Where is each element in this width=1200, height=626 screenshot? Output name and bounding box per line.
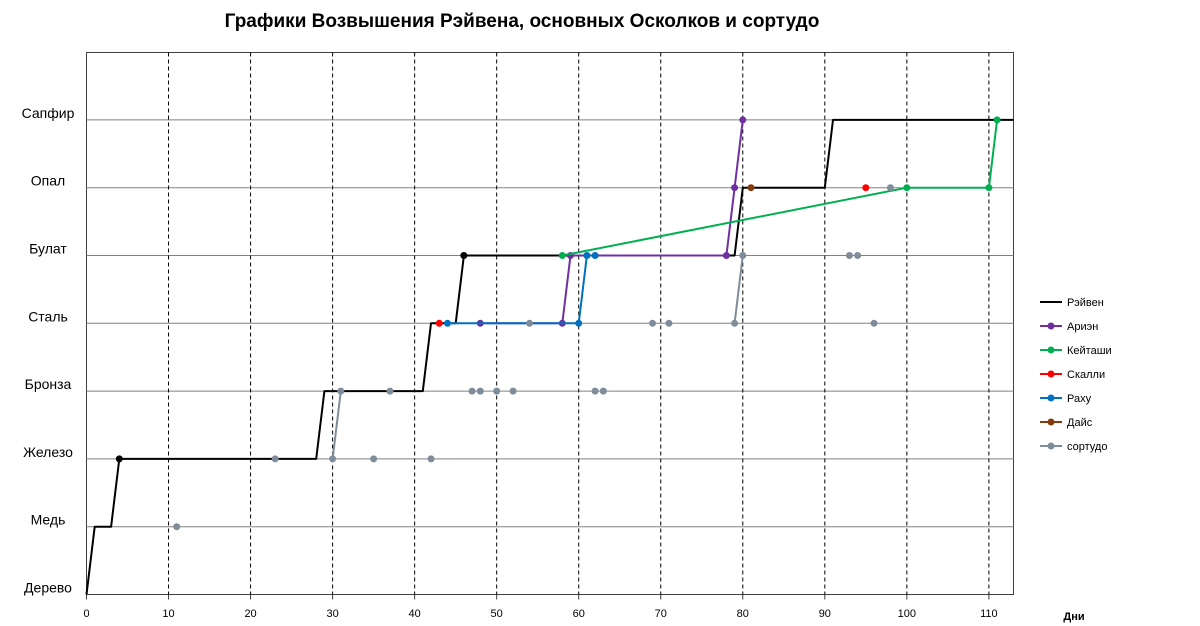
legend-swatch-marker bbox=[1047, 418, 1055, 426]
legend-item: Дайс bbox=[1040, 417, 1093, 429]
series-Скалли-point bbox=[862, 184, 870, 192]
series-сортудо-point bbox=[845, 252, 853, 259]
x-tick-label: 50 bbox=[491, 608, 503, 620]
series-Рэйвен-point bbox=[115, 455, 123, 463]
legend-swatch-marker bbox=[1047, 346, 1055, 354]
legend-swatch-marker bbox=[1047, 370, 1055, 378]
x-axis-ticks: 0 10 20 30 40 50 60 70 80 90 100 110 bbox=[83, 594, 998, 620]
legend-item: Ариэн bbox=[1040, 321, 1098, 333]
chart-title: Графики Возвышения Рэйвена, основных Оск… bbox=[225, 11, 820, 32]
legend-swatch-marker bbox=[1047, 442, 1055, 450]
series-сортудо-point bbox=[739, 252, 747, 259]
y-axis-ticks: Дерево Медь Железо Бронза Сталь Булат Опал Сапф… bbox=[22, 105, 75, 596]
series-сортудо-point bbox=[271, 455, 279, 463]
series-сортудо-point bbox=[649, 319, 657, 327]
series-сортудо-point bbox=[493, 387, 501, 395]
x-axis-label: Дни bbox=[1063, 611, 1084, 623]
series-Раху-point bbox=[591, 252, 599, 259]
legend: Рэйвен Ариэн Кейташи Скалли Раху Дайс сортудо bbox=[1040, 297, 1112, 453]
series-Ариэн-point bbox=[739, 116, 747, 124]
legend-item: Кейташи bbox=[1040, 345, 1112, 357]
series-сортудо-point bbox=[870, 319, 878, 327]
x-tick-label: 90 bbox=[819, 608, 831, 620]
x-tick-label: 30 bbox=[326, 608, 338, 620]
x-tick-label: 10 bbox=[162, 608, 174, 620]
series-сортудо-point bbox=[509, 387, 517, 395]
series-Ариэн-point bbox=[731, 184, 739, 192]
y-tick-label: Медь bbox=[31, 512, 66, 528]
series-сортудо-point bbox=[337, 387, 345, 395]
series-Скалли-point bbox=[435, 319, 443, 327]
legend-label: Раху bbox=[1067, 393, 1092, 405]
series-Кейташи-point bbox=[985, 184, 993, 192]
x-tick-label: 110 bbox=[980, 608, 998, 620]
y-tick-label: Железо bbox=[23, 444, 73, 460]
series-сортудо-point bbox=[591, 387, 599, 395]
legend-swatch-marker bbox=[1047, 322, 1055, 330]
x-tick-label: 70 bbox=[655, 608, 667, 620]
x-tick-label: 40 bbox=[409, 608, 421, 620]
series-сортудо-point bbox=[427, 455, 435, 463]
legend-label: Ариэн bbox=[1067, 321, 1098, 333]
legend-item: Рэйвен bbox=[1040, 297, 1104, 309]
series-Раху-line bbox=[447, 254, 596, 325]
series-сортудо-point bbox=[886, 184, 894, 192]
series-Раху bbox=[443, 252, 599, 327]
series-сортудо-point bbox=[599, 387, 607, 395]
series-сортудо bbox=[173, 184, 894, 531]
y-tick-label: Опал bbox=[31, 173, 65, 189]
x-tick-label: 60 bbox=[573, 608, 585, 620]
series-сортудо-point bbox=[525, 319, 533, 327]
legend-label: сортудо bbox=[1067, 441, 1107, 453]
legend-label: Дайс bbox=[1067, 417, 1093, 429]
series-сортудо-point bbox=[665, 319, 673, 327]
series-Раху-point bbox=[575, 319, 583, 327]
series-сортудо-point bbox=[731, 319, 739, 327]
legend-item: Раху bbox=[1040, 393, 1092, 405]
y-tick-label: Дерево bbox=[24, 580, 72, 596]
series-Рэйвен-line bbox=[85, 118, 1014, 595]
series-Скалли bbox=[435, 184, 870, 327]
series-сортудо-point bbox=[173, 523, 181, 531]
series-Раху-point bbox=[583, 252, 591, 259]
y-tick-label: Сапфир bbox=[22, 105, 75, 121]
series-Дайс bbox=[747, 184, 755, 192]
x-tick-label: 100 bbox=[898, 608, 916, 620]
y-tick-label: Бронза bbox=[25, 376, 72, 392]
series-Кейташи-line bbox=[562, 119, 999, 257]
series-сортудо-point bbox=[329, 455, 337, 463]
series-Кейташи-point bbox=[903, 184, 911, 192]
series-Раху-point bbox=[443, 319, 451, 327]
x-tick-label: 0 bbox=[83, 608, 89, 620]
series-сортудо-point bbox=[854, 252, 862, 259]
y-tick-label: Булат bbox=[29, 241, 67, 257]
series-Дайс-point bbox=[747, 184, 755, 192]
legend-label: Скалли bbox=[1067, 369, 1105, 381]
series-Рэйвен bbox=[85, 118, 1014, 595]
series-сортудо-point bbox=[370, 455, 378, 463]
legend-label: Рэйвен bbox=[1067, 297, 1104, 309]
series-Рэйвен-point bbox=[460, 252, 468, 259]
legend-label: Кейташи bbox=[1067, 345, 1112, 357]
series-Ариэн-point bbox=[722, 252, 730, 259]
series-сортудо-point bbox=[468, 387, 476, 395]
y-tick-label: Сталь bbox=[28, 308, 68, 324]
series-сортудо-point bbox=[476, 387, 484, 395]
series-сортудо-segment bbox=[331, 390, 342, 460]
x-tick-label: 80 bbox=[737, 608, 749, 620]
series-Кейташи bbox=[558, 116, 1001, 259]
x-tick-label: 20 bbox=[244, 608, 256, 620]
series-сортудо-point bbox=[386, 387, 394, 395]
series-layer bbox=[85, 116, 1014, 595]
series-Кейташи-point bbox=[558, 252, 566, 259]
series-Кейташи-point bbox=[993, 116, 1001, 124]
legend-swatch-marker bbox=[1047, 394, 1055, 402]
series-сортудо-segment bbox=[733, 255, 744, 324]
legend-item: Скалли bbox=[1040, 369, 1105, 381]
legend-item: сортудо bbox=[1040, 441, 1107, 453]
